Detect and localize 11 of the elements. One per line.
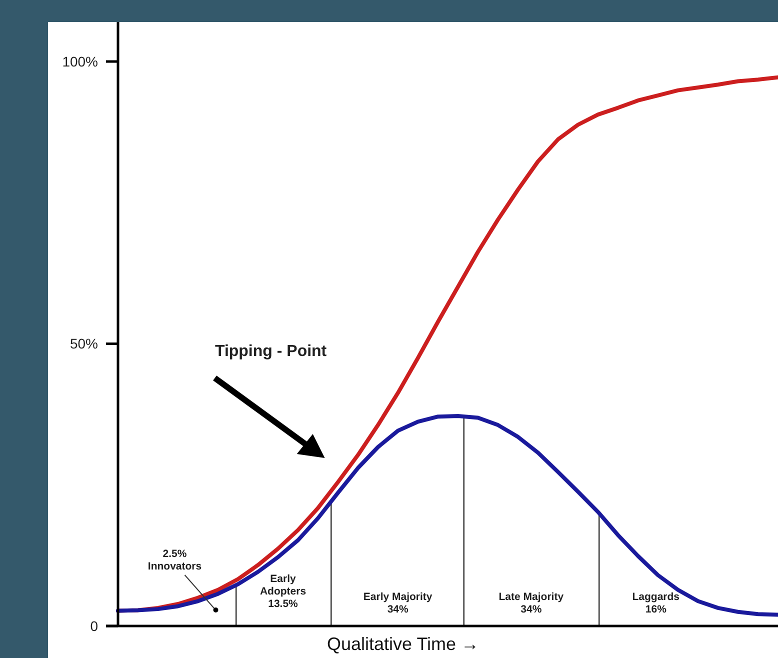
y-tick-label: 0 [90, 618, 98, 634]
y-tick-label: 100% [62, 53, 98, 70]
annotation: Early Adopters 13.5% [260, 573, 306, 610]
annotation: Early Majority 34% [363, 591, 432, 616]
line-series [116, 414, 778, 617]
y-tick-label: 50% [70, 336, 98, 352]
annotation: Laggards 16% [632, 591, 680, 616]
annotation: 2.5% Innovators [148, 548, 202, 573]
annotation: Tipping - Point [214, 343, 328, 360]
x-axis-title: Qualitative Time → [326, 634, 480, 654]
annotation: Late Majority 34% [498, 591, 564, 616]
